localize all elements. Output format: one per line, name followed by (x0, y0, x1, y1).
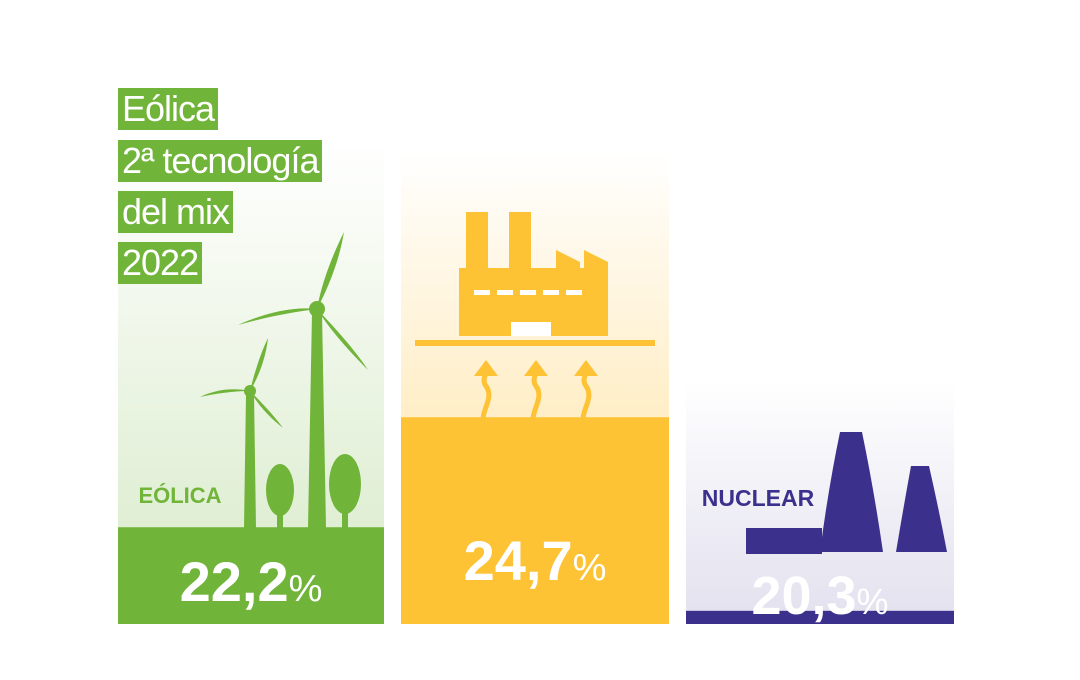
category-label-eolica: EÓLICA (138, 483, 221, 508)
wind-turbine-icon (200, 232, 368, 528)
value-unit-ciclo-combinado: % (573, 547, 607, 589)
value-number-eolica: 22,2 (180, 550, 289, 613)
title-line-2: 2ª tecnología (118, 140, 323, 182)
category-label-ciclo-combinado: CICLO COMBINADO (424, 448, 646, 474)
heat-arrow-heads (474, 360, 598, 376)
value-label-ciclo-combinado: 24,7% (464, 529, 607, 592)
factory-windows (474, 290, 582, 336)
value-unit-nuclear: % (857, 581, 889, 622)
bar-nuclear (686, 610, 954, 624)
title-line-4: 2022 (118, 242, 203, 284)
title-line-3: del mix (118, 191, 234, 233)
value-number-ciclo-combinado: 24,7 (464, 529, 573, 592)
value-label-nuclear: 20,3% (751, 566, 888, 626)
nuclear-plant-icon (746, 432, 947, 554)
value-unit-eolica: % (289, 568, 323, 610)
category-label-nuclear: NUCLEAR (702, 485, 815, 511)
bar-ciclo-combinado (401, 417, 669, 624)
value-number-nuclear: 20,3 (751, 566, 856, 626)
tree-icon (266, 454, 361, 528)
bar-eolica (118, 527, 384, 624)
title-line-1: Eólica (118, 88, 219, 130)
value-label-eolica: 22,2% (180, 550, 323, 613)
